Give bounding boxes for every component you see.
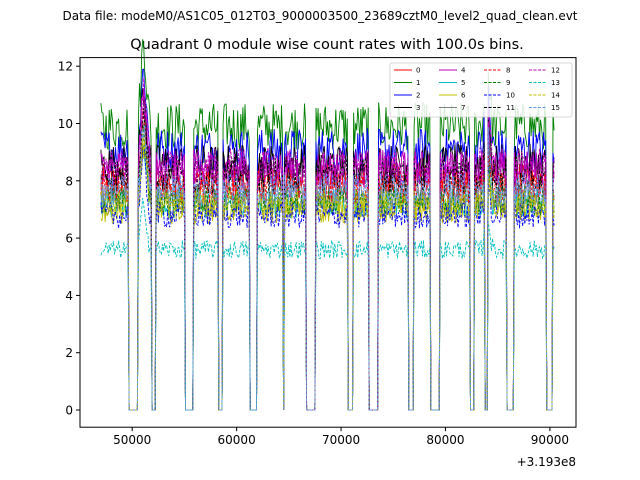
- series-14-line: [100, 133, 555, 411]
- series-15-line: [100, 124, 555, 411]
- series-10-line: [100, 145, 555, 411]
- y-tick-label: 4: [65, 289, 73, 303]
- chart-title: Quadrant 0 module wise count rates with …: [130, 37, 524, 53]
- series-13-line: [100, 198, 555, 411]
- x-tick-label: 90000: [531, 433, 569, 447]
- series-1-line: [100, 39, 555, 411]
- series-8-line: [100, 108, 555, 411]
- x-axis: 50000 60000 70000 80000 90000: [113, 427, 569, 447]
- legend-label-1: 1: [416, 79, 420, 87]
- axes-frame: [79, 57, 577, 428]
- x-tick-label: 50000: [113, 433, 151, 447]
- x-tick-label: 60000: [218, 433, 256, 447]
- legend-label-3: 3: [416, 104, 420, 112]
- legend-label-8: 8: [506, 67, 510, 75]
- y-tick-label: 8: [65, 174, 73, 188]
- legend-label-12: 12: [551, 67, 560, 75]
- legend-label-4: 4: [461, 67, 466, 75]
- plot-lines: [100, 39, 555, 411]
- y-axis: 0 2 4 6 8 10 12: [58, 60, 80, 418]
- legend-label-7: 7: [461, 104, 465, 112]
- legend-label-13: 13: [551, 79, 560, 87]
- y-tick-label: 12: [58, 60, 73, 74]
- x-tick-label: 80000: [426, 433, 464, 447]
- y-tick-label: 10: [58, 117, 73, 131]
- series-12-line: [100, 78, 555, 411]
- legend-label-15: 15: [551, 104, 560, 112]
- legend-label-5: 5: [461, 79, 465, 87]
- x-tick-label: 70000: [322, 433, 360, 447]
- legend-label-10: 10: [506, 92, 515, 100]
- legend-label-11: 11: [506, 104, 515, 112]
- series-2-line: [100, 68, 555, 411]
- legend-label-0: 0: [416, 67, 420, 75]
- legend-label-14: 14: [551, 92, 560, 100]
- legend-label-2: 2: [416, 92, 420, 100]
- y-tick-label: 6: [65, 232, 73, 246]
- x-offset-label: +3.193e8: [517, 455, 576, 469]
- series-3-line: [100, 88, 555, 411]
- y-tick-label: 2: [65, 346, 73, 360]
- y-tick-label: 0: [65, 404, 73, 418]
- legend-label-9: 9: [506, 79, 510, 87]
- legend-label-6: 6: [461, 92, 466, 100]
- figure-suptitle: Data file: modeM0/AS1C05_012T03_90000035…: [62, 9, 577, 23]
- legend-box: [389, 62, 573, 118]
